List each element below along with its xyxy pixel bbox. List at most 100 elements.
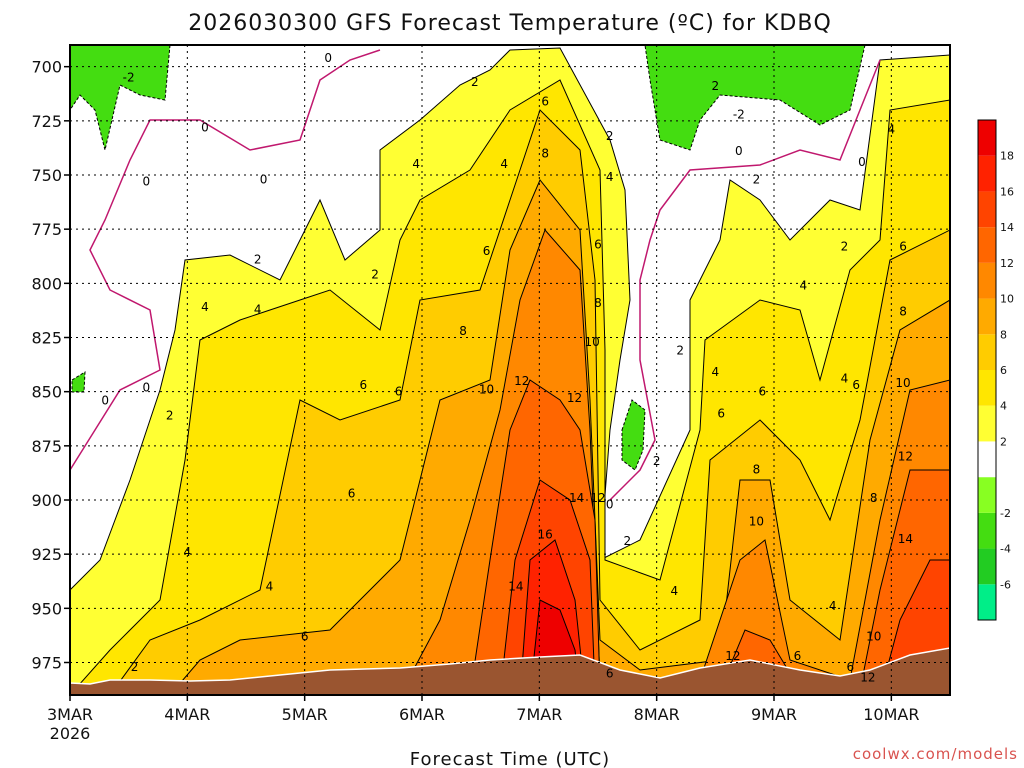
contour-label: 2 — [676, 344, 684, 358]
contour-label: -2 — [733, 107, 745, 121]
colorbar-tick-label: 14 — [1000, 221, 1014, 234]
x-tick-label: 3MAR — [47, 705, 93, 724]
contour-label: 12 — [898, 450, 913, 464]
contour-label: 4 — [254, 302, 262, 316]
x-tick-label: 10MAR — [863, 705, 919, 724]
contour-label: 0 — [324, 51, 332, 65]
colorbar-tick-label: 16 — [1000, 185, 1014, 198]
contour-label: 4 — [670, 584, 678, 598]
contour-label: 10 — [866, 630, 881, 644]
contour-label: 6 — [301, 630, 309, 644]
band-minus2c-topleft — [70, 45, 171, 151]
y-tick-label: 850 — [31, 383, 62, 402]
y-tick-label: 700 — [31, 58, 62, 77]
contour-label: 12 — [590, 491, 605, 505]
contour-label: 0 — [858, 155, 866, 169]
contour-label: -2 — [123, 71, 135, 85]
contour-label: 6 — [348, 487, 356, 501]
contour-label: 4 — [841, 372, 849, 386]
x-axis-label: Forecast Time (UTC) — [410, 749, 610, 768]
plot-frame — [69, 44, 951, 696]
x-tick-label: 7MAR — [516, 705, 562, 724]
colorbar-tick-label: 12 — [1000, 257, 1014, 270]
contour-label: 16 — [538, 528, 553, 542]
contour-label: 14 — [898, 532, 913, 546]
contour-label: 4 — [829, 599, 837, 613]
y-tick-label: 825 — [31, 329, 62, 348]
x-tick-label: 8MAR — [634, 705, 680, 724]
contour-label: 12 — [725, 649, 740, 663]
contour-label: 0 — [142, 380, 150, 394]
contour-label: 6 — [852, 378, 860, 392]
contour-label: 10 — [895, 376, 910, 390]
colorbar: -6 -4 -2 2 4 6 8 10 12 14 16 18 — [977, 119, 1014, 621]
contour-label: 6 — [899, 240, 907, 254]
contour-label: 6 — [395, 385, 403, 399]
contour-label: 0 — [201, 120, 209, 134]
contour-label: 2 — [606, 129, 614, 143]
colorbar-segment — [978, 298, 996, 335]
contour-label: 2 — [371, 268, 379, 282]
colorbar-frame — [977, 119, 997, 621]
contour-label: 8 — [870, 491, 878, 505]
y-tick-label: 875 — [31, 437, 62, 456]
colorbar-segment — [978, 334, 996, 370]
colorbar-segment — [978, 191, 996, 228]
colorbar-segment — [978, 512, 996, 549]
contour-label: 0 — [260, 172, 268, 186]
colorbar-tick-label: -6 — [1000, 578, 1011, 591]
contour-label: 6 — [846, 660, 854, 674]
contour-label: 0 — [101, 393, 109, 407]
contour-label: 6 — [794, 649, 802, 663]
credit-text: coolwx.com/models — [853, 745, 1018, 763]
contour-label: 12 — [860, 671, 875, 685]
contour-label: 0 — [735, 144, 743, 158]
band-minus2c-mid — [621, 399, 646, 471]
contour-label: 4 — [712, 365, 720, 379]
colorbar-segment — [978, 477, 996, 513]
colorbar-tick-label: 8 — [1000, 328, 1007, 341]
contour-label: 10 — [584, 335, 599, 349]
contour-label: 4 — [888, 123, 896, 137]
contour-label: 4 — [606, 170, 614, 184]
contour-label: 2 — [841, 240, 849, 254]
x-axis: 3MAR 4MAR 5MAR 6MAR 7MAR 8MAR 9MAR 10MAR — [47, 695, 919, 724]
colorbar-tick-label: 6 — [1000, 364, 1007, 377]
contour-label: 2 — [131, 660, 139, 674]
contour-label: 2 — [653, 454, 661, 468]
y-axis: 700 725 750 775 800 825 850 875 900 925 950 975 — [31, 58, 70, 673]
contour-label: 4 — [800, 279, 808, 293]
colorbar-segment — [978, 584, 996, 620]
colorbar-segment — [978, 441, 996, 478]
colorbar-segment — [978, 262, 996, 299]
colorbar-tick-label: -2 — [1000, 507, 1011, 520]
colorbar-tick-label: -4 — [1000, 543, 1011, 556]
band-minus2c-topright — [644, 45, 866, 151]
contour-label: 2 — [624, 534, 632, 548]
contour-label: 0 — [142, 175, 150, 189]
contour-label: 2 — [254, 253, 262, 267]
colorbar-segment — [978, 370, 996, 406]
y-tick-label: 925 — [31, 545, 62, 564]
y-tick-label: 725 — [31, 112, 62, 131]
contour-label: 14 — [508, 580, 523, 594]
y-tick-label: 800 — [31, 274, 62, 293]
contour-label: 8 — [541, 146, 549, 160]
x-tick-label: 9MAR — [751, 705, 797, 724]
x-year-label: 2026 — [50, 724, 91, 743]
plot-area — [70, 45, 950, 695]
contour-label: 12 — [514, 374, 529, 388]
contour-label: 0 — [606, 497, 614, 511]
colorbar-segment — [978, 227, 996, 263]
contour-label: 6 — [541, 94, 549, 108]
contour-label: 4 — [201, 300, 209, 314]
colorbar-segment — [978, 155, 996, 192]
y-tick-label: 975 — [31, 654, 62, 673]
contour-label: 8 — [594, 296, 602, 310]
y-tick-label: 900 — [31, 491, 62, 510]
grid-lines — [69, 45, 950, 695]
y-tick-label: 950 — [31, 599, 62, 618]
contour-label: 2 — [166, 409, 174, 423]
x-tick-label: 4MAR — [164, 705, 210, 724]
